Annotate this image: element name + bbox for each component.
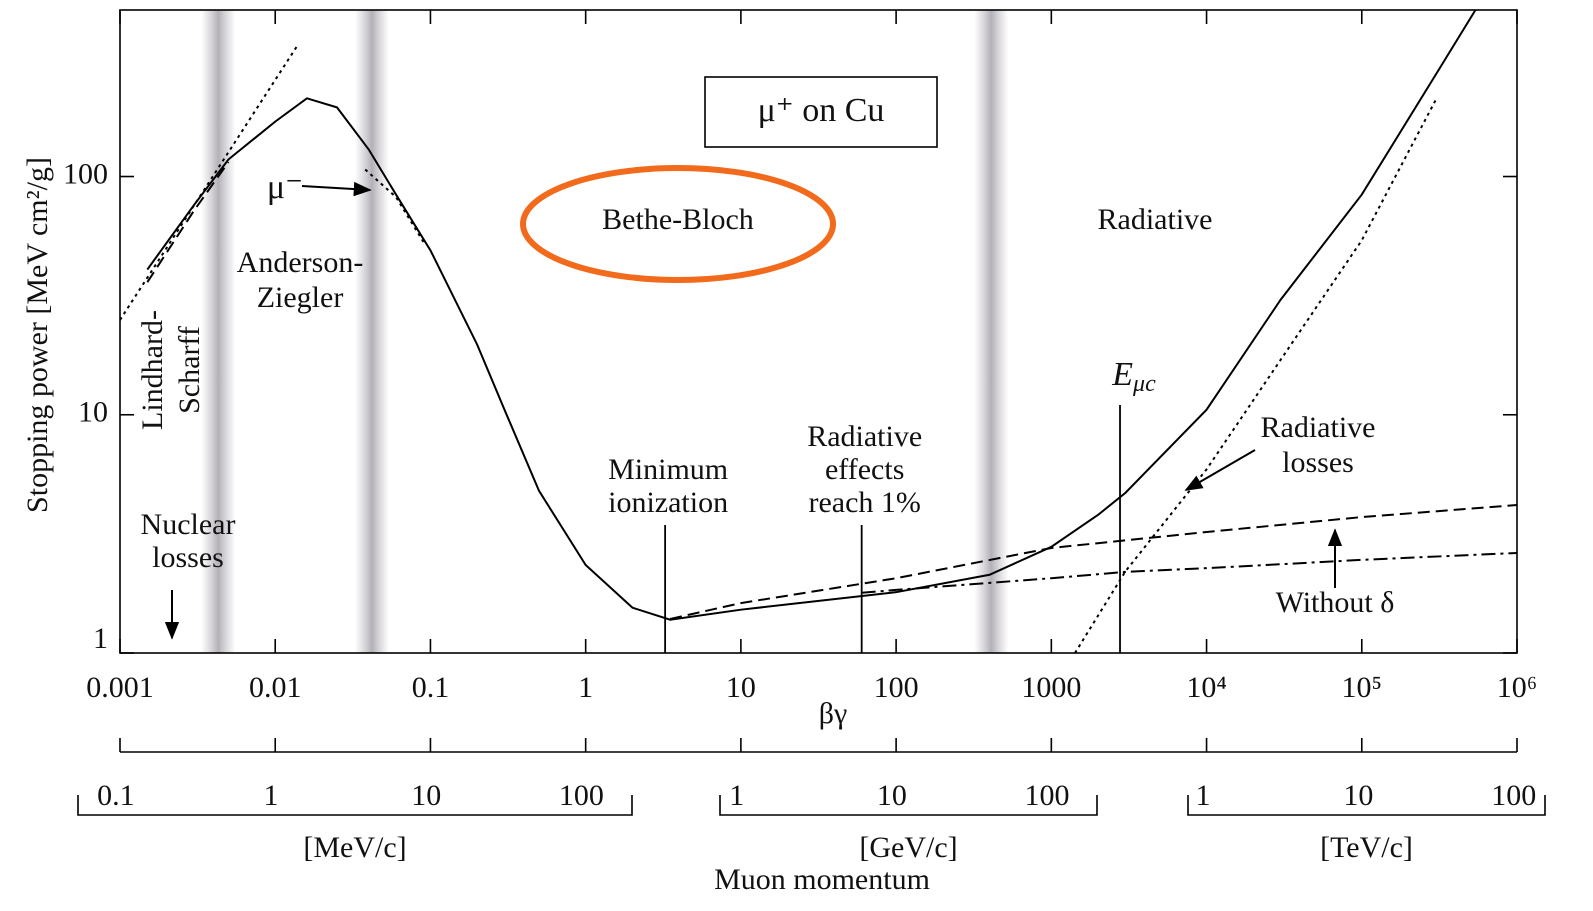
band bbox=[354, 10, 389, 653]
x-tick-label: 0.1 bbox=[412, 671, 450, 704]
momentum-unit-label: [GeV/c] bbox=[859, 831, 957, 864]
annotation: Scharff bbox=[173, 326, 206, 414]
x-tick-label: 10 bbox=[726, 671, 756, 704]
plot-frame bbox=[119, 9, 1518, 654]
arrow bbox=[301, 181, 372, 197]
momentum-tick-label: 10 bbox=[1343, 779, 1373, 812]
marker-label: reach 1% bbox=[808, 486, 920, 519]
curve bbox=[861, 551, 1517, 594]
marker-label: Eμc bbox=[1111, 356, 1156, 397]
momentum-scale bbox=[1187, 795, 1546, 816]
momentum-tick-label: 100 bbox=[559, 779, 604, 812]
curve bbox=[364, 168, 426, 245]
annotation: losses bbox=[1282, 446, 1354, 479]
annotation: losses bbox=[152, 541, 224, 574]
annotation: Anderson- bbox=[237, 246, 364, 279]
curve bbox=[120, 45, 298, 321]
momentum-unit-label: [TeV/c] bbox=[1320, 831, 1413, 864]
x-tick-label: 1000 bbox=[1021, 671, 1081, 704]
region-label: Radiative bbox=[1098, 203, 1213, 236]
marker-label-sub: μc bbox=[1132, 371, 1156, 397]
x-tick-label: 10⁵ bbox=[1342, 671, 1382, 704]
momentum-tick-label: 1 bbox=[729, 779, 744, 812]
momentum-tick-label: 10 bbox=[877, 779, 907, 812]
curves bbox=[120, 10, 1517, 653]
annotation: Lindhard- bbox=[136, 310, 169, 430]
x-axis-label: βγ bbox=[819, 697, 848, 730]
curve bbox=[146, 161, 230, 283]
momentum-tick-label: 1 bbox=[264, 779, 279, 812]
chart-title: μ⁺ on Cu bbox=[758, 92, 885, 129]
annotation: μ⁻ bbox=[267, 169, 303, 206]
annotation: Ziegler bbox=[257, 281, 344, 314]
momentum-tick-label: 100 bbox=[1491, 779, 1536, 812]
marker-label: effects bbox=[825, 453, 904, 486]
momentum-unit-label: [MeV/c] bbox=[303, 831, 406, 864]
x-tick-label: 0.01 bbox=[249, 671, 302, 704]
x-tick-label: 10⁴ bbox=[1186, 671, 1226, 704]
y-tick-label: 10 bbox=[78, 396, 108, 429]
band bbox=[201, 10, 236, 653]
y-tick-label: 1 bbox=[93, 622, 108, 655]
arrow bbox=[1184, 449, 1256, 491]
x-tick-label: 100 bbox=[874, 671, 919, 704]
annotation: Radiative bbox=[1261, 411, 1376, 444]
bands bbox=[201, 10, 1009, 653]
y-axis-label: Stopping power [MeV cm²/g] bbox=[21, 157, 54, 513]
marker-label: Radiative bbox=[807, 420, 922, 453]
x-tick-label: 0.001 bbox=[86, 671, 154, 704]
title-box bbox=[704, 76, 938, 148]
marker-label: ionization bbox=[608, 486, 728, 519]
band bbox=[974, 10, 1009, 653]
momentum-tick-label: 1 bbox=[1196, 779, 1211, 812]
highlight-ellipse bbox=[520, 165, 836, 283]
x-tick-label: 10⁶ bbox=[1497, 671, 1537, 704]
y-tick-label: 100 bbox=[63, 157, 108, 190]
momentum-tick-label: 100 bbox=[1025, 779, 1070, 812]
momentum-scale bbox=[77, 795, 633, 816]
momentum-tick-label: 0.1 bbox=[97, 779, 135, 812]
marker-label: Minimum bbox=[608, 453, 728, 486]
annotation: Nuclear bbox=[141, 508, 236, 541]
marker-label-main: E bbox=[1111, 356, 1133, 393]
curve bbox=[146, 10, 1477, 621]
region-label: Bethe-Bloch bbox=[602, 203, 754, 236]
curve bbox=[1074, 99, 1437, 653]
momentum-tick-label: 10 bbox=[411, 779, 441, 812]
x-tick-label: 1 bbox=[578, 671, 593, 704]
annotation: Without δ bbox=[1276, 586, 1395, 619]
curve bbox=[669, 504, 1517, 620]
momentum-axis-label: Muon momentum bbox=[714, 863, 930, 896]
momentum-scale bbox=[719, 795, 1098, 816]
